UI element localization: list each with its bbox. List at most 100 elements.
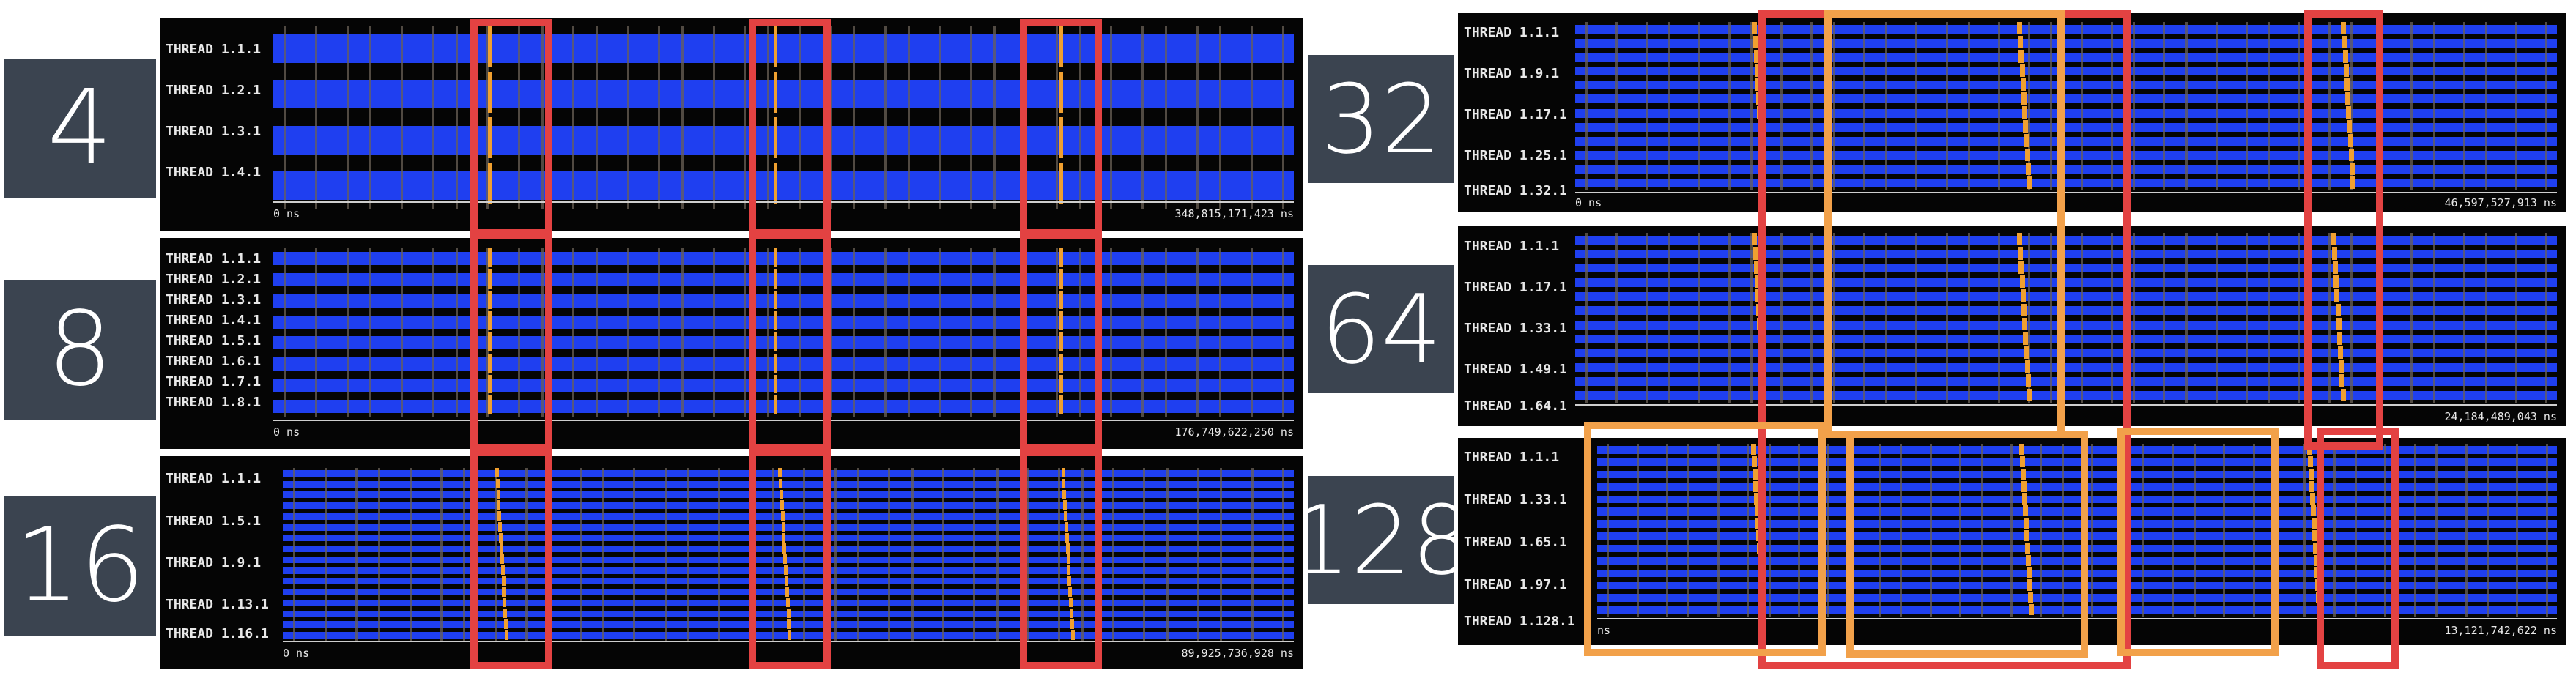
- idle-stripe: [626, 248, 629, 417]
- idle-stripe: [2462, 22, 2465, 190]
- idle-stripe: [1615, 22, 1618, 190]
- idle-stripe: [2432, 233, 2435, 403]
- highlight-cap-left: [470, 229, 552, 239]
- sync-marker: [2025, 542, 2031, 554]
- idle-stripe: [939, 248, 941, 417]
- thread-lane: [1575, 264, 2557, 273]
- thread-lane: [1575, 362, 2557, 372]
- sync-marker: [1059, 26, 1063, 67]
- idle-stripe: [1717, 444, 1720, 617]
- idle-stripe: [346, 248, 349, 417]
- sync-marker: [487, 311, 492, 331]
- sync-marker: [787, 619, 791, 629]
- thread-lane: [273, 357, 1294, 371]
- sync-marker: [2019, 275, 2025, 289]
- idle-stripe: [1281, 248, 1284, 417]
- idle-stripe: [993, 26, 996, 209]
- idle-stripe: [1615, 233, 1618, 403]
- axis-start-label: ns: [1597, 624, 1611, 637]
- thread-count-text: 8: [47, 290, 113, 409]
- timeline-plot[interactable]: [283, 468, 1294, 641]
- idle-stripe: [1141, 26, 1144, 209]
- sync-marker: [2019, 64, 2025, 77]
- thread-label: THREAD 1.97.1: [1464, 577, 1567, 592]
- thread-label: THREAD 1.6.1: [166, 354, 262, 369]
- sync-marker: [1059, 117, 1063, 159]
- sync-marker: [785, 587, 789, 597]
- sync-marker: [487, 290, 492, 310]
- idle-stripe: [369, 248, 372, 417]
- idle-stripe: [2355, 444, 2358, 617]
- timeline-plot[interactable]: [1575, 233, 2557, 403]
- thread-count-label-4: 4: [4, 59, 156, 198]
- idle-stripe: [1665, 444, 1668, 617]
- sync-marker: [2349, 162, 2355, 175]
- idle-stripe: [853, 26, 856, 209]
- sync-marker: [1750, 444, 1756, 455]
- idle-stripe: [2080, 233, 2083, 403]
- sync-marker: [2029, 604, 2035, 616]
- idle-stripe: [1879, 444, 1881, 617]
- idle-stripe: [2384, 444, 2387, 617]
- thread-lane: [283, 556, 1294, 563]
- idle-stripe: [884, 26, 887, 209]
- timeline-plot[interactable]: [273, 248, 1294, 417]
- sync-marker: [773, 311, 777, 331]
- thread-lane: [1597, 557, 2557, 565]
- idle-stripe: [1885, 22, 1888, 190]
- idle-stripe: [1110, 26, 1113, 209]
- sync-marker: [773, 248, 777, 267]
- idle-stripe: [970, 26, 972, 209]
- highlight-sync-region-orange-d: [2117, 428, 2279, 656]
- sync-marker: [1754, 505, 1760, 517]
- idle-stripe: [2040, 444, 2043, 617]
- idle-stripe: [1078, 248, 1081, 417]
- sync-marker: [1062, 478, 1066, 489]
- idle-stripe: [2245, 233, 2248, 403]
- thread-label: THREAD 1.25.1: [1464, 148, 1567, 163]
- sync-marker: [2336, 318, 2342, 331]
- thread-lane: [273, 378, 1294, 392]
- idle-stripe: [2328, 22, 2331, 190]
- idle-stripe: [1111, 468, 1114, 641]
- thread-lane: [1575, 165, 2557, 174]
- idle-stripe: [1862, 233, 1865, 403]
- idle-stripe: [2110, 22, 2113, 190]
- sync-marker: [1059, 332, 1063, 351]
- sync-marker: [495, 478, 500, 489]
- thread-lane: [1597, 483, 2557, 491]
- axis-end-label: 348,815,171,423 ns: [1174, 207, 1294, 220]
- timeline-plot[interactable]: [1575, 22, 2557, 190]
- sync-marker: [1059, 395, 1063, 415]
- idle-stripe: [2298, 233, 2301, 403]
- idle-stripe: [2435, 444, 2438, 617]
- sync-marker: [504, 619, 508, 629]
- sync-marker: [2312, 518, 2317, 529]
- idle-stripe: [1668, 233, 1670, 403]
- highlight-sync-region-red-b: [2304, 10, 2383, 450]
- sync-marker: [497, 500, 501, 510]
- sync-marker: [1063, 500, 1067, 510]
- timeline-plot[interactable]: [273, 26, 1294, 209]
- idle-stripe: [1747, 444, 1750, 617]
- idle-stripe: [884, 248, 887, 417]
- idle-stripe: [718, 468, 721, 641]
- idle-stripe: [2215, 22, 2218, 190]
- time-axis: [273, 201, 1294, 203]
- thread-lane: [1575, 52, 2557, 62]
- idle-stripe: [1026, 468, 1029, 641]
- idle-stripe: [1900, 444, 1903, 617]
- timeline-plot[interactable]: [1597, 444, 2557, 617]
- idle-stripe: [1959, 444, 1962, 617]
- idle-stripe: [1797, 444, 1800, 617]
- axis-start-label: 0 ns: [1575, 196, 1602, 209]
- sync-marker: [2022, 106, 2027, 119]
- idle-stripe: [1780, 22, 1783, 190]
- sync-marker: [2309, 480, 2315, 492]
- sync-marker: [2339, 360, 2344, 373]
- thread-label: THREAD 1.1.1: [166, 471, 262, 486]
- sync-marker: [2344, 78, 2350, 91]
- idle-stripe: [1196, 26, 1199, 209]
- axis-start-label: 0 ns: [273, 207, 300, 220]
- idle-stripe: [432, 248, 434, 417]
